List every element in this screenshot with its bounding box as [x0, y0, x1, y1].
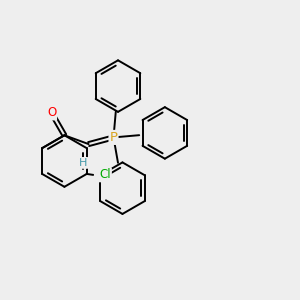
Text: H: H — [79, 158, 87, 168]
Text: Cl: Cl — [99, 168, 111, 181]
Text: P: P — [110, 131, 118, 144]
Text: O: O — [47, 106, 56, 119]
